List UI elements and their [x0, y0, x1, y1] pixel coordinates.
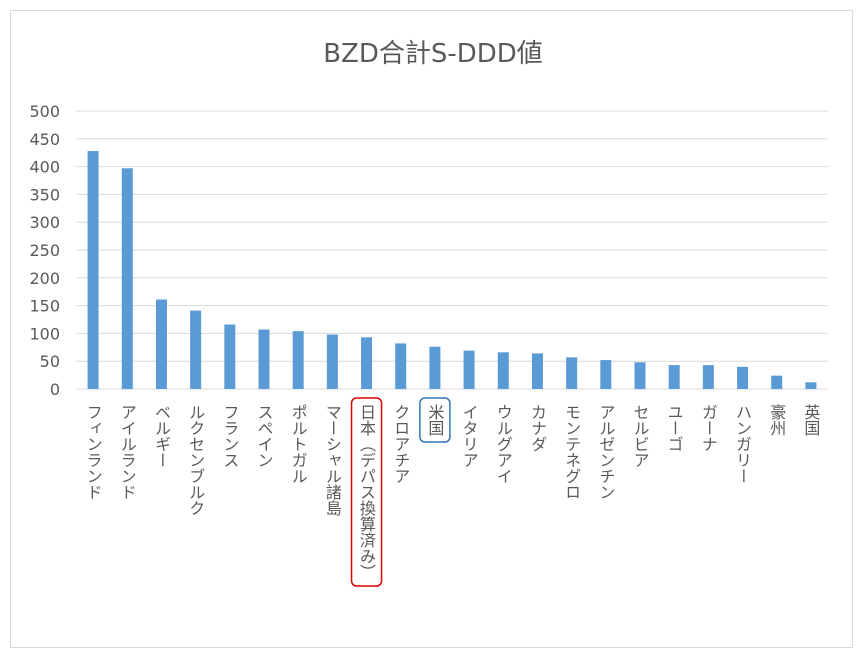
chart-title: BZD合計S-DDD値	[323, 39, 543, 69]
bar	[702, 365, 714, 389]
category-label: 豪州	[767, 403, 786, 436]
bar	[805, 382, 817, 389]
bar	[566, 357, 578, 389]
highlight-box	[419, 397, 451, 443]
category-label: ウルグアイ	[494, 404, 513, 484]
bar	[155, 299, 167, 389]
bar	[224, 324, 236, 389]
category-label: セルビア	[631, 404, 650, 468]
category-label: ガーナ	[699, 404, 718, 452]
y-tick-label: 300	[29, 213, 60, 232]
bar	[292, 331, 304, 389]
bar	[258, 329, 270, 389]
y-tick-label: 450	[29, 130, 60, 149]
category-label: 米国	[425, 404, 444, 436]
category-label: フランス	[220, 404, 239, 468]
category-label: ベルギー	[152, 404, 171, 468]
category-label: ユーゴ	[665, 404, 684, 452]
bar	[121, 168, 133, 389]
category-labels: フィンランド アイルランド ベルギー ルクセンブルク フランス スペイン ポルトガル マーシャ…	[84, 403, 821, 580]
bar	[190, 310, 202, 389]
y-tick-label: 200	[29, 269, 60, 288]
bar	[600, 360, 612, 389]
category-label: ポルトガル	[289, 404, 308, 484]
y-tick-label: 0	[50, 380, 60, 399]
bar	[771, 375, 783, 389]
category-label: ルクセンブルク	[186, 404, 205, 516]
gridlines	[76, 110, 828, 390]
category-label: カナダ	[528, 404, 547, 452]
bar	[87, 151, 99, 389]
y-tick-label: 50	[40, 352, 60, 371]
y-tick-label: 350	[29, 185, 60, 204]
bar	[668, 365, 680, 389]
highlight-box	[350, 397, 383, 587]
y-tick-label: 500	[29, 102, 60, 121]
category-label: アルゼンチン	[596, 404, 615, 500]
bar	[429, 346, 441, 389]
category-label: 日本（デパス換算済み）	[357, 404, 376, 580]
y-tick-label: 100	[29, 324, 60, 343]
chart-frame	[10, 10, 853, 648]
category-label: フィンランド	[84, 404, 103, 500]
bar	[361, 337, 373, 389]
bar	[531, 353, 543, 389]
bar	[326, 334, 338, 389]
category-label: イタリア	[460, 404, 479, 468]
y-tick-label: 400	[29, 158, 60, 177]
category-label: モンテネグロ	[562, 404, 581, 500]
y-tick-label: 250	[29, 241, 60, 260]
bar	[497, 352, 509, 389]
bar	[634, 362, 646, 389]
bars	[87, 151, 817, 389]
category-label: マーシャル諸島	[323, 404, 342, 516]
y-tick-label: 150	[29, 297, 60, 316]
category-label: スペイン	[255, 404, 274, 468]
bar	[395, 343, 407, 389]
category-label: 英国	[801, 404, 820, 436]
highlight-boxes	[350, 397, 451, 587]
category-label: アイルランド	[118, 404, 137, 500]
y-axis-ticks: 0 50 100 150 200 250 300 350 400 450 500	[29, 102, 60, 399]
bar	[463, 350, 475, 389]
category-label: クロアチア	[391, 404, 410, 484]
bar	[737, 366, 749, 389]
category-label: ハンガリー	[733, 404, 752, 484]
